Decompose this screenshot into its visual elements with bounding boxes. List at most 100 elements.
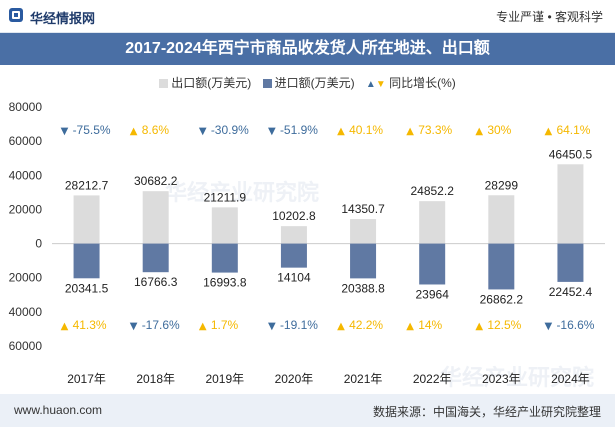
growth-down-icon: ▼ [199,126,207,137]
y-tick-label: 40000 [9,305,43,319]
export-value-label: 28212.7 [65,178,109,192]
export-value-label: 14350.7 [341,202,385,216]
import-growth-label: -19.1% [280,318,318,332]
y-tick-label: 60000 [9,339,43,353]
import-growth-label: -17.6% [142,318,180,332]
watermark: 华经产业研究院 [165,180,320,205]
export-growth-label: 30% [487,123,511,137]
export-bar [488,195,515,244]
import-bar [419,243,446,285]
chart-title: 2017-2024年西宁市商品收发货人所在地进、出口额 [0,33,615,65]
export-value-label: 46450.5 [549,147,593,161]
import-value-label: 14104 [277,271,311,285]
export-growth-label: -75.5% [73,123,111,137]
top-bar: 华经情报网 专业严谨 • 客观科学 [0,0,615,33]
triangle-down-icon: ▼ [375,79,386,90]
legend-item-export: 出口额(万美元) [159,74,251,91]
import-bar [280,243,307,268]
import-bar [350,243,377,279]
y-tick-label: 80000 [9,100,43,114]
export-bar [419,201,446,244]
y-tick-label: 20000 [9,271,43,285]
tagline: 专业严谨 • 客观科学 [496,10,603,24]
legend-item-import: 进口额(万美元) [262,74,355,91]
export-value-label: 10202.8 [272,209,316,223]
growth-up-icon: ▲ [337,321,345,332]
import-value-label: 20341.5 [65,281,109,295]
import-value-label: 16766.3 [134,275,178,289]
export-bar [350,219,377,244]
growth-up-icon: ▲ [337,126,345,137]
import-growth-label: -16.6% [556,318,594,332]
legend-label-import: 进口额(万美元) [274,76,355,90]
x-tick-label: 2020年 [275,372,314,386]
export-growth-label: 64.1% [556,123,590,137]
footer-url: www.huaon.com [14,403,103,417]
legend-swatch-export [159,79,169,88]
growth-up-icon: ▲ [406,321,414,332]
x-tick-label: 2022年 [413,372,452,386]
growth-down-icon: ▼ [544,321,552,332]
growth-up-icon: ▲ [475,321,483,332]
footer-source: 数据来源：中国海关，华经产业研究院整理 [372,405,601,419]
import-bar [211,243,238,273]
export-growth-label: -51.9% [280,123,318,137]
y-tick-label: 60000 [9,134,43,148]
growth-up-icon: ▲ [61,321,69,332]
growth-up-icon: ▲ [199,321,207,332]
x-tick-label: 2017年 [67,372,106,386]
import-value-label: 20388.8 [341,281,385,295]
growth-up-icon: ▲ [406,126,414,137]
chart-area: 80000 60000 40000 20000 0 20000 40000 60000 2821… [9,100,605,386]
y-tick-label: 20000 [9,202,43,216]
import-bar [488,243,515,290]
legend: 出口额(万美元) 进口额(万美元) ▲▼ 同比增长(%) [0,74,615,91]
import-growth-label: 14% [418,318,442,332]
growth-down-icon: ▼ [268,126,276,137]
export-growth-label: 73.3% [418,123,452,137]
export-bar [280,226,307,244]
y-tick-label: 0 [35,237,42,251]
import-growth-label: 1.7% [211,318,239,332]
export-growth-label: -30.9% [211,123,249,137]
x-tick-label: 2021年 [344,372,383,386]
export-bar [142,191,169,244]
triangle-up-icon: ▲ [365,79,376,90]
site-name: 华经情报网 [30,11,96,26]
import-value-label: 23964 [416,287,450,301]
import-bar [142,243,169,273]
import-value-label: 22452.4 [549,285,593,299]
growth-up-icon: ▲ [475,126,483,137]
export-value-label: 21211.9 [204,190,247,204]
legend-item-growth: ▲▼ 同比增长(%) [366,74,456,91]
logo-icon [9,8,23,22]
import-value-label: 16993.8 [203,276,247,290]
import-bar [557,243,584,282]
import-bar [73,243,100,279]
growth-up-icon: ▲ [544,126,552,137]
growth-down-icon: ▼ [130,321,138,332]
export-value-label: 24852.2 [410,184,454,198]
import-value-label: 26862.2 [480,292,524,306]
growth-down-icon: ▼ [61,126,69,137]
y-tick-label: 40000 [9,168,43,182]
legend-label-export: 出口额(万美元) [171,76,252,90]
footer: www.huaon.com 数据来源：中国海关，华经产业研究院整理 [0,394,615,427]
watermark: 华经产业研究院 [440,365,595,390]
export-growth-label: 8.6% [142,123,170,137]
growth-down-icon: ▼ [268,321,276,332]
export-value-label: 28299 [485,178,519,192]
export-value-label: 30682.2 [134,174,178,188]
import-growth-label: 12.5% [487,318,521,332]
x-tick-label: 2023年 [482,372,521,386]
x-tick-label: 2018年 [136,372,175,386]
import-growth-label: 42.2% [349,318,383,332]
export-bar [73,195,100,244]
legend-swatch-import [262,79,272,88]
growth-up-icon: ▲ [130,126,138,137]
x-tick-label: 2019年 [205,372,244,386]
x-tick-label: 2024年 [551,372,590,386]
export-bar [557,164,584,244]
export-bar [211,207,238,244]
export-growth-label: 40.1% [349,123,383,137]
